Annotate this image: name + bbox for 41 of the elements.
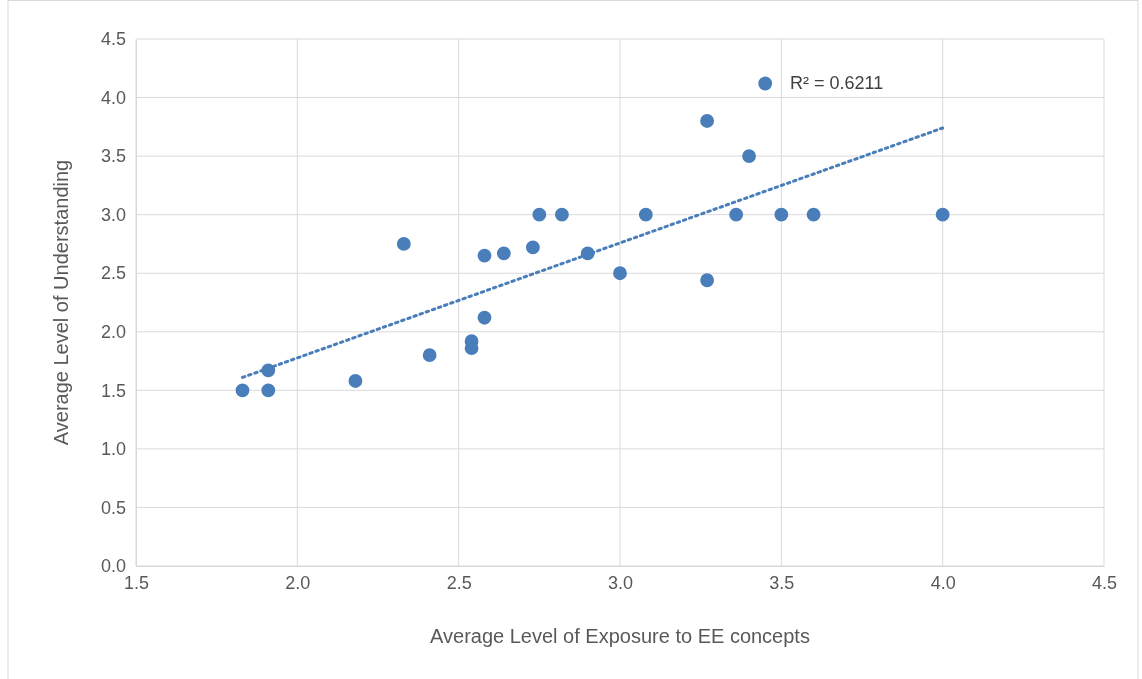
y-axis-title: Average Level of Understanding — [50, 159, 72, 446]
x-axis-title: Average Level of Exposure to EE concepts — [430, 625, 810, 647]
point — [774, 207, 789, 222]
point — [261, 383, 276, 398]
y-tick-label: 4.0 — [100, 87, 126, 108]
y-tick-label: 2.5 — [100, 263, 126, 284]
x-tick-label: 2.0 — [285, 572, 311, 593]
x-tick-label: 2.5 — [446, 572, 472, 593]
point — [613, 266, 627, 281]
point — [935, 207, 950, 222]
x-tick-label: 3.0 — [607, 572, 634, 593]
y-tick-label: 3.0 — [100, 204, 126, 225]
point — [806, 207, 821, 222]
point — [555, 207, 569, 222]
point — [729, 207, 744, 222]
x-tick-label: 4.5 — [1091, 572, 1118, 593]
y-tick-label: 3.5 — [100, 146, 126, 167]
point — [477, 310, 492, 325]
point — [742, 149, 756, 164]
x-tick-label: 4.0 — [930, 572, 956, 593]
point — [700, 114, 715, 128]
x-tick-label: 3.5 — [769, 572, 795, 593]
point — [235, 383, 250, 398]
point — [700, 273, 715, 288]
point — [638, 207, 653, 222]
y-tick-label: 4.5 — [100, 29, 126, 50]
point — [532, 207, 547, 222]
y-tick-label: 1.5 — [100, 380, 126, 401]
x-tick-label: 1.5 — [123, 572, 150, 593]
y-tick-label: 0.0 — [100, 556, 126, 577]
y-tick-label: 0.5 — [100, 497, 126, 518]
point — [525, 240, 540, 255]
point — [496, 246, 511, 261]
y-tick-label: 1.0 — [100, 439, 126, 460]
point — [396, 237, 411, 251]
point — [477, 248, 492, 263]
annotation: R² = 0.6211 — [790, 73, 884, 93]
y-tick-label: 2.0 — [100, 322, 126, 343]
point — [348, 374, 363, 388]
point — [758, 76, 773, 91]
point — [422, 348, 437, 363]
